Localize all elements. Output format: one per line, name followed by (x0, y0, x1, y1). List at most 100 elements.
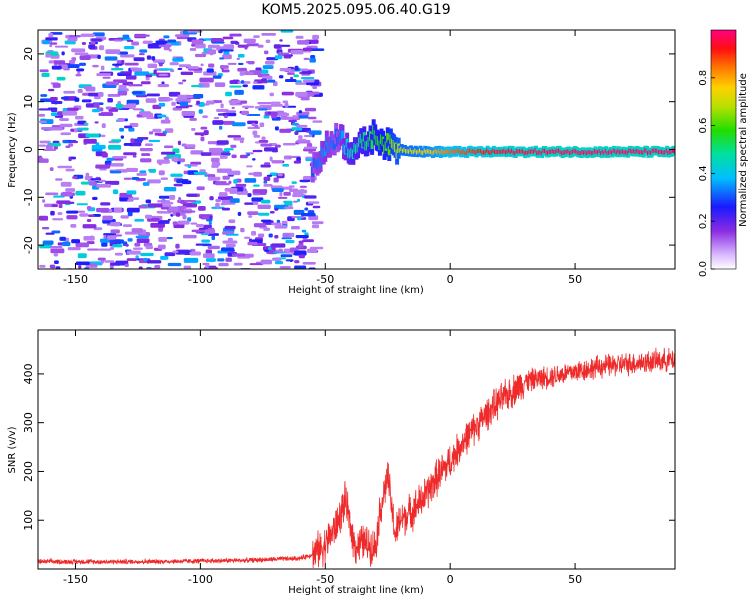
noise-cell (216, 140, 229, 145)
noise-cell (148, 131, 154, 135)
noise-cell (213, 116, 220, 120)
noise-cell (299, 185, 307, 188)
colorbar-ticks: 0.0 0.2 0.4 0.6 0.8 (698, 70, 715, 277)
noise-cell (284, 201, 293, 206)
noise-cell (124, 62, 139, 66)
noise-cell (305, 158, 314, 162)
noise-cell (189, 118, 197, 121)
noise-cell (167, 39, 177, 43)
noise-cell (112, 155, 127, 159)
noise-cell (163, 156, 170, 160)
noise-cell (123, 143, 132, 146)
noise-cell (161, 204, 172, 208)
noise-cell (74, 52, 89, 55)
noise-cell (290, 76, 294, 80)
noise-cell (273, 177, 279, 183)
noise-cell (56, 76, 66, 81)
noise-cell (198, 109, 203, 114)
noise-cell (50, 248, 65, 254)
noise-cell (39, 264, 46, 268)
noise-cell (258, 139, 269, 143)
noise-cell (143, 257, 148, 262)
noise-cell (128, 127, 135, 132)
noise-cell (244, 178, 257, 183)
noise-cell (215, 183, 230, 186)
noise-cell (131, 177, 140, 181)
noise-cell (294, 131, 299, 136)
snr-panel: -150 -100 -50 0 50 100 200 300 400 Height of st… (7, 329, 676, 596)
noise-cell (92, 32, 105, 37)
noise-cell (51, 204, 58, 208)
noise-cell (90, 263, 98, 267)
noise-cell (312, 120, 323, 123)
noise-cell (280, 30, 294, 33)
noise-cell (156, 159, 170, 164)
colorbar-tick-label: 0.6 (698, 118, 709, 134)
noise-cell (38, 144, 47, 147)
noise-cell (55, 178, 63, 181)
noise-cell (264, 50, 269, 55)
noise-cell (126, 258, 137, 262)
noise-cell (172, 221, 178, 226)
noise-cell (292, 191, 304, 196)
noise-cell (45, 192, 59, 196)
noise-cell (169, 62, 179, 66)
noise-cell (144, 214, 153, 219)
noise-cell (301, 70, 312, 75)
noise-cell (221, 207, 231, 211)
noise-cell (158, 102, 166, 107)
noise-cell (107, 235, 116, 240)
noise-cell (229, 85, 242, 88)
noise-cell (130, 67, 139, 71)
noise-cell (312, 224, 320, 229)
noise-cell (312, 34, 320, 40)
noise-cell (144, 143, 153, 147)
noise-cell (309, 48, 325, 51)
noise-cell (219, 57, 225, 60)
noise-cell (177, 140, 181, 146)
noise-cell (152, 128, 162, 133)
noise-cell (124, 118, 129, 122)
noise-cell (247, 211, 259, 215)
noise-cell (243, 253, 254, 258)
noise-cell (247, 61, 255, 65)
noise-cell (49, 264, 56, 269)
noise-cell (118, 85, 127, 90)
noise-cell (61, 96, 69, 100)
noise-cell (122, 34, 130, 40)
noise-cell (59, 236, 66, 241)
noise-cell (95, 164, 111, 169)
noise-cell (77, 88, 83, 94)
noise-cell (63, 90, 75, 94)
noise-cell (298, 114, 309, 119)
noise-cell (271, 257, 282, 261)
noise-cell (233, 137, 245, 141)
noise-cell (75, 115, 84, 120)
noise-cell (163, 35, 170, 39)
noise-cell (124, 263, 129, 268)
noise-cell (128, 142, 142, 147)
snr-y-label: SNR (v/v) (7, 426, 18, 473)
noise-cell (248, 215, 253, 218)
colorbar-tick-label: 0.0 (698, 261, 709, 277)
noise-cell (139, 147, 153, 152)
noise-cell (105, 106, 112, 110)
noise-cell (300, 68, 309, 72)
noise-cell (294, 80, 302, 83)
noise-cell (147, 43, 162, 49)
noise-cell (76, 203, 88, 206)
noise-cell (211, 206, 225, 209)
noise-cell (231, 122, 246, 127)
noise-cell (225, 233, 239, 236)
noise-cell (310, 54, 316, 59)
noise-cell (72, 176, 78, 179)
noise-cell (237, 211, 242, 217)
noise-cell (308, 215, 319, 221)
noise-cell (222, 54, 232, 60)
noise-cell (182, 234, 197, 239)
noise-cell (240, 80, 245, 84)
noise-cell (281, 91, 294, 96)
noise-cell (191, 127, 196, 131)
noise-cell (102, 76, 111, 79)
noise-cell (132, 108, 143, 111)
